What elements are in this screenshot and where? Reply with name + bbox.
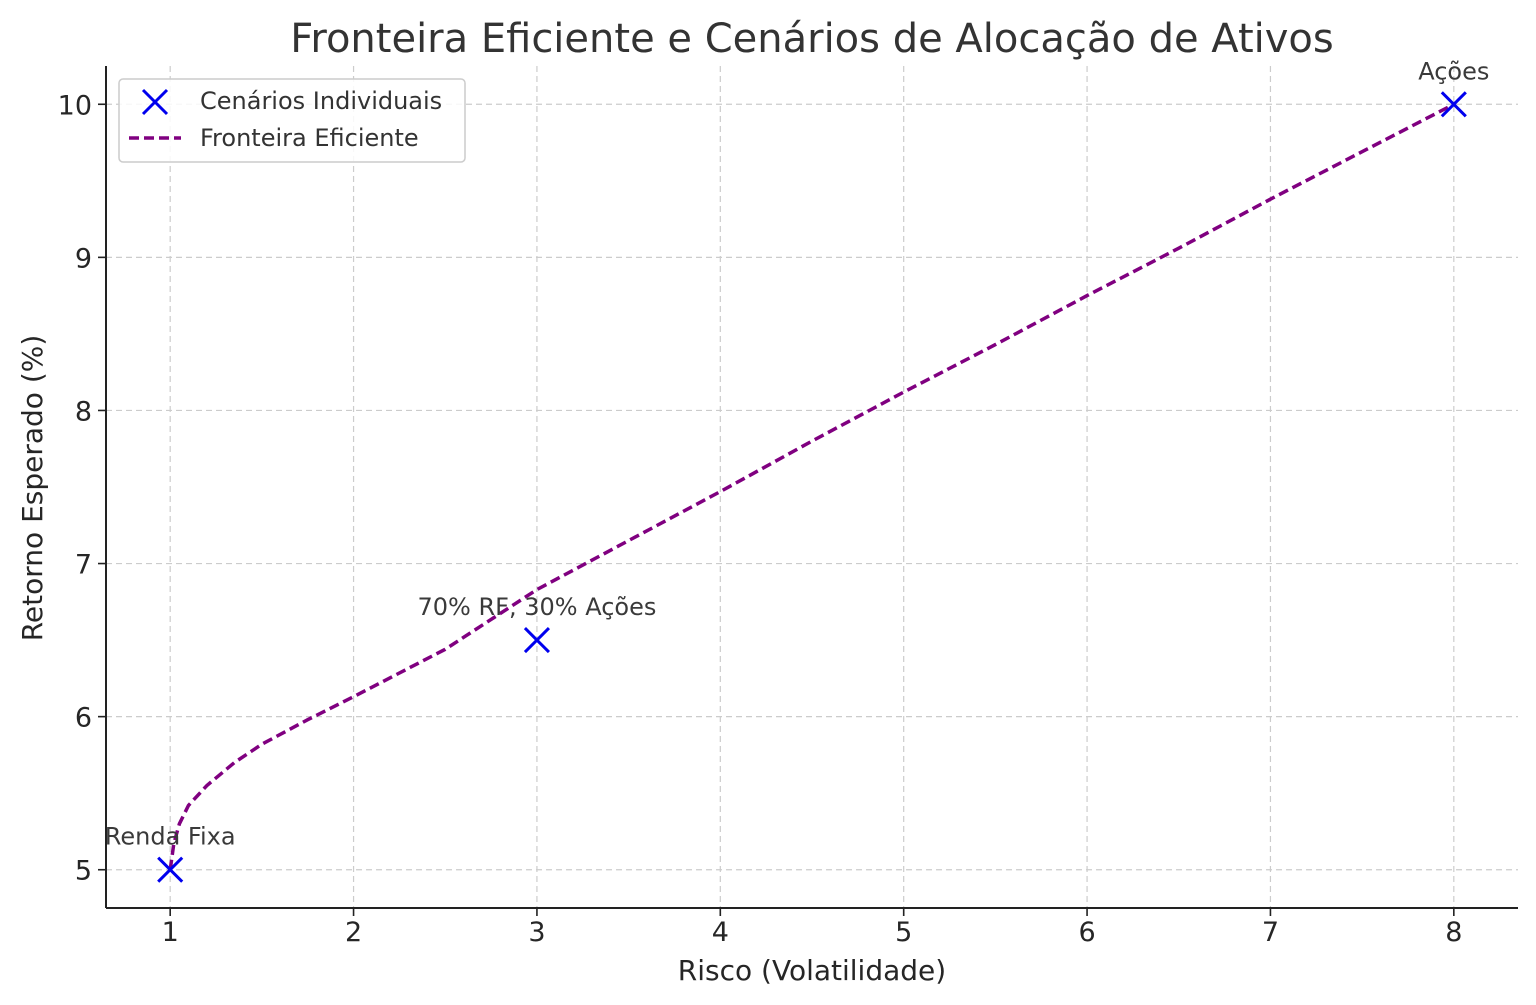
x-tick-label: 6 (1078, 917, 1095, 948)
y-axis-label: Retorno Esperado (%) (16, 335, 49, 642)
scenario-label: 70% RF, 30% Ações (418, 593, 657, 621)
legend-marker-scatter (141, 88, 169, 116)
y-tick-label: 10 (58, 90, 92, 121)
x-tick-label: 3 (528, 917, 545, 948)
scenario-point (157, 856, 184, 883)
plot-area: Renda Fixa 70% RF, 30% Ações Ações (105, 57, 1489, 883)
y-tick-label: 9 (75, 243, 92, 274)
scenario-point (1440, 91, 1467, 118)
scenario-label: Ações (1418, 57, 1489, 85)
y-tick-label: 7 (75, 550, 92, 581)
scenario-marker-stroke (1440, 91, 1467, 118)
x-axis-ticks: 1 2 3 4 5 6 7 8 (162, 908, 1462, 948)
scenario-label: Renda Fixa (105, 823, 236, 851)
x-tick-label: 1 (162, 917, 179, 948)
legend: Cenários Individuais Fronteira Eficiente (118, 78, 466, 163)
y-axis-ticks: 5 6 7 8 9 10 (58, 90, 106, 887)
x-axis-label: Risco (Volatilidade) (678, 954, 946, 987)
scenario-marker-stroke (523, 627, 550, 654)
legend-box (118, 78, 466, 163)
frontier-line (168, 102, 1455, 870)
y-tick-label: 8 (75, 396, 92, 427)
y-tick-label: 6 (75, 703, 92, 734)
chart-title: Fronteira Eficiente e Cenários de Alocaç… (290, 16, 1333, 62)
y-tick-label: 5 (75, 856, 92, 887)
legend-label-scatter: Cenários Individuais (200, 87, 442, 115)
grid-lines (106, 66, 1518, 908)
x-tick-label: 2 (345, 917, 362, 948)
x-tick-label: 7 (1262, 917, 1279, 948)
scenario-marker-stroke (157, 856, 184, 883)
x-tick-label: 5 (895, 917, 912, 948)
legend-label-line: Fronteira Eficiente (200, 124, 419, 152)
x-tick-label: 4 (712, 917, 729, 948)
axes (105, 66, 1518, 909)
x-tick-label: 8 (1445, 917, 1462, 948)
scenario-point (523, 627, 550, 654)
